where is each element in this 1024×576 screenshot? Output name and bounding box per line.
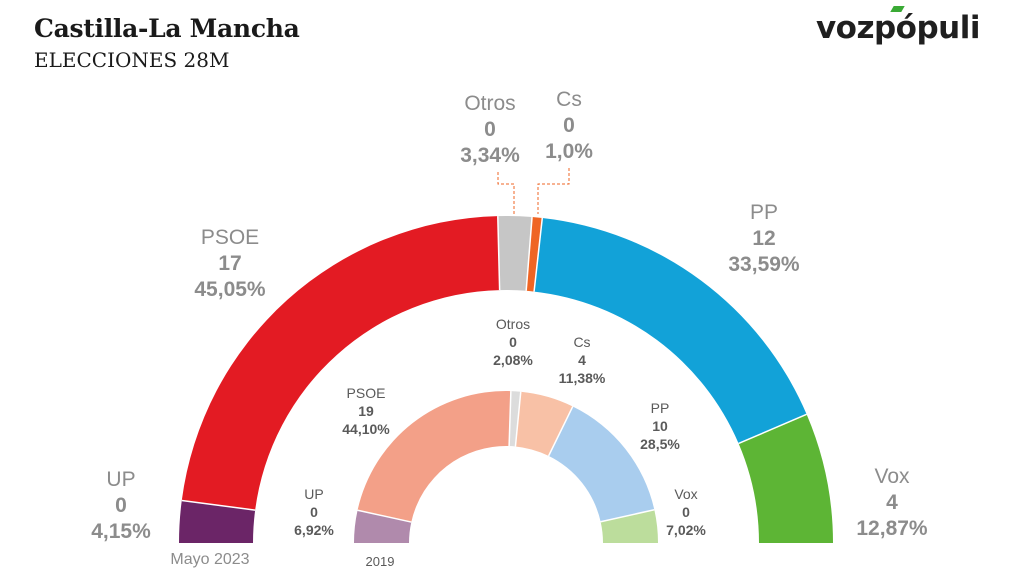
outer-label-pp-seats: 12: [752, 227, 775, 250]
outer-separator: [533, 217, 544, 292]
inner-slice-cs: [515, 391, 573, 456]
chart-title: Castilla-La Mancha: [34, 14, 300, 43]
outer-separator: [497, 216, 501, 291]
outer-label-up-name: UP: [106, 468, 135, 491]
inner-separator: [357, 509, 412, 523]
inner-label-pp-pct: 28,5%: [640, 436, 680, 452]
outer-separator: [181, 499, 256, 511]
inner-slice-psoe: [357, 391, 511, 523]
inner-label-otros-seats: 0: [509, 334, 517, 350]
inner-label-up-name: UP: [304, 486, 323, 502]
outer-slice-psoe: [181, 216, 500, 511]
inner-label-cs-name: Cs: [573, 334, 590, 350]
inner-label-up-seats: 0: [310, 504, 318, 520]
outer-slice-otros: [497, 216, 533, 291]
outer-label-otros-name: Otros: [464, 92, 515, 115]
inner-separator: [514, 391, 522, 447]
outer-leader-cs: [537, 168, 570, 214]
inner-label-psoe-name: PSOE: [347, 385, 386, 401]
outer-label-cs-seats: 0: [563, 114, 575, 137]
inner-separator: [508, 391, 512, 447]
inner-label-up-pct: 6,92%: [294, 522, 334, 538]
inner-slice-vox: [600, 509, 658, 543]
outer-label-psoe-pct: 45,05%: [194, 278, 266, 301]
inner-separator: [600, 509, 655, 523]
outer-slice-up: [179, 500, 256, 543]
outer-label-vox-name: Vox: [874, 465, 910, 488]
outer-label-vox-seats: 4: [886, 491, 898, 514]
inner-label-otros-name: Otros: [496, 316, 530, 332]
inner-label-pp-name: PP: [651, 400, 670, 416]
brand-logo: vozpópuli: [815, 10, 981, 46]
inner-label-vox-pct: 7,02%: [666, 522, 706, 538]
outer-label-otros-seats: 0: [484, 118, 496, 141]
outer-label-cs-pct: 1,0%: [545, 140, 593, 163]
inner-label-vox-seats: 0: [682, 504, 690, 520]
inner-slice-pp: [548, 406, 655, 522]
inner-period-label: 2019: [366, 554, 395, 569]
inner-label-pp-seats: 10: [652, 418, 668, 434]
outer-slice-pp: [534, 218, 807, 444]
inner-slice-up: [354, 510, 412, 543]
outer-label-vox-pct: 12,87%: [856, 517, 928, 540]
outer-leader-otros: [497, 172, 515, 214]
outer-slice-vox: [738, 414, 833, 543]
inner-label-psoe-seats: 19: [358, 403, 374, 419]
inner-label-psoe-pct: 44,10%: [342, 421, 390, 437]
inner-label-cs-seats: 4: [578, 352, 586, 368]
inner-label-cs-pct: 11,38%: [559, 370, 606, 386]
outer-period-label: Mayo 2023: [170, 551, 249, 568]
outer-label-up-pct: 4,15%: [91, 520, 151, 543]
outer-label-pp-name: PP: [750, 201, 778, 224]
outer-label-up-seats: 0: [115, 494, 127, 517]
outer-label-cs-name: Cs: [556, 88, 582, 111]
outer-separator: [525, 216, 533, 291]
inner-label-otros-pct: 2,08%: [493, 352, 533, 368]
inner-slice-otros: [509, 391, 521, 447]
outer-label-pp-pct: 33,59%: [728, 253, 800, 276]
outer-separator: [738, 413, 807, 445]
outer-slice-cs: [526, 217, 543, 292]
outer-label-psoe-seats: 17: [218, 252, 241, 275]
outer-label-psoe-name: PSOE: [201, 226, 259, 249]
inner-separator: [547, 406, 574, 457]
inner-label-vox-name: Vox: [674, 486, 697, 502]
chart-subtitle: ELECCIONES 28M: [34, 48, 230, 72]
outer-label-otros-pct: 3,34%: [460, 144, 520, 167]
